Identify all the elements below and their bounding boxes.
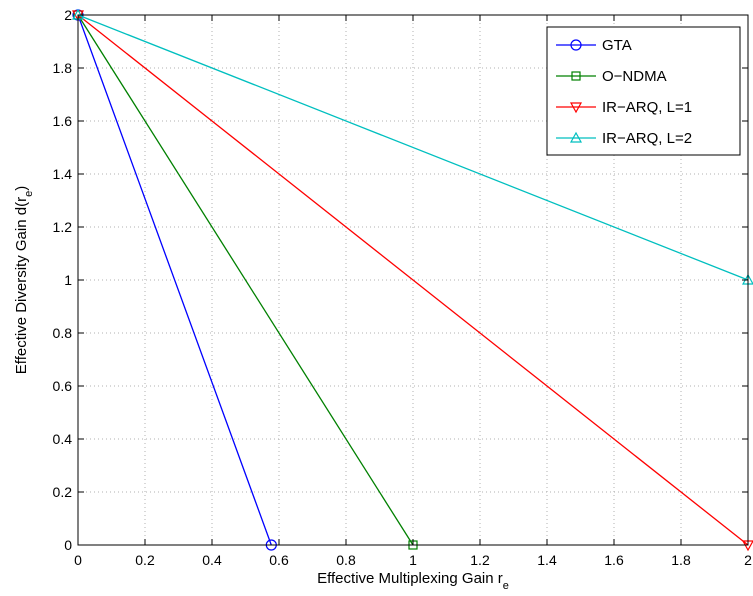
y-axis-label: Effective Diversity Gain d(re) [13,186,35,374]
y-tick-label: 2 [64,7,72,23]
y-tick-label: 1.8 [53,60,73,76]
y-tick-label: 0 [64,537,72,553]
series-line [77,14,749,546]
x-tick-label: 0.4 [202,552,222,568]
series-line [77,14,414,546]
x-tick-label: 1.4 [537,552,557,568]
legend-label: GTA [602,37,632,54]
series-line [77,14,749,281]
legend-label: IR−ARQ, L=2 [602,130,692,147]
y-tick-label: 1.6 [53,113,73,129]
y-tick-label: 0.4 [53,431,73,447]
triangle-up-marker [569,131,583,143]
ticks [77,14,749,546]
x-tick-label: 0.6 [269,552,289,568]
legend-entry: GTA [556,37,632,54]
legend-label: IR−ARQ, L=1 [602,99,692,116]
y-tick-label: 1 [64,272,72,288]
y-tick-label: 1.2 [53,219,73,235]
legend-label: O−NDMA [602,68,667,85]
square-marker [571,71,581,81]
y-tick-label: 0.2 [53,484,73,500]
y-tick-labels: 0 0.2 0.4 0.6 0.8 1 1.2 1.4 1.6 1.8 2 [53,7,73,553]
x-tick-label: 1 [409,552,417,568]
legend-entry: IR−ARQ, L=1 [556,99,692,116]
y-tick-label: 0.6 [53,378,73,394]
x-tick-label: 0.8 [336,552,356,568]
legend-entry: IR−ARQ, L=2 [556,130,692,147]
y-tick-label: 0.8 [53,325,73,341]
x-axis-label: Effective Multiplexing Gain re [317,570,509,592]
x-tick-label: 2 [744,552,752,568]
circle-marker [570,39,582,51]
legend: GTA O−NDMA IR−ARQ, L=1 IR−ARQ, L=2 [546,26,741,156]
legend-entry: O−NDMA [556,68,667,85]
triangle-down-marker [569,102,583,114]
y-tick-label: 1.4 [53,166,73,182]
x-tick-label: 1.6 [604,552,624,568]
x-tick-label: 1.8 [671,552,691,568]
x-tick-labels: 0 0.2 0.4 0.6 0.8 1 1.2 1.4 1.6 1.8 2 [74,552,752,568]
x-tick-label: 0.2 [135,552,155,568]
x-tick-label: 0 [74,552,82,568]
x-tick-label: 1.2 [470,552,490,568]
series-line [77,14,272,546]
